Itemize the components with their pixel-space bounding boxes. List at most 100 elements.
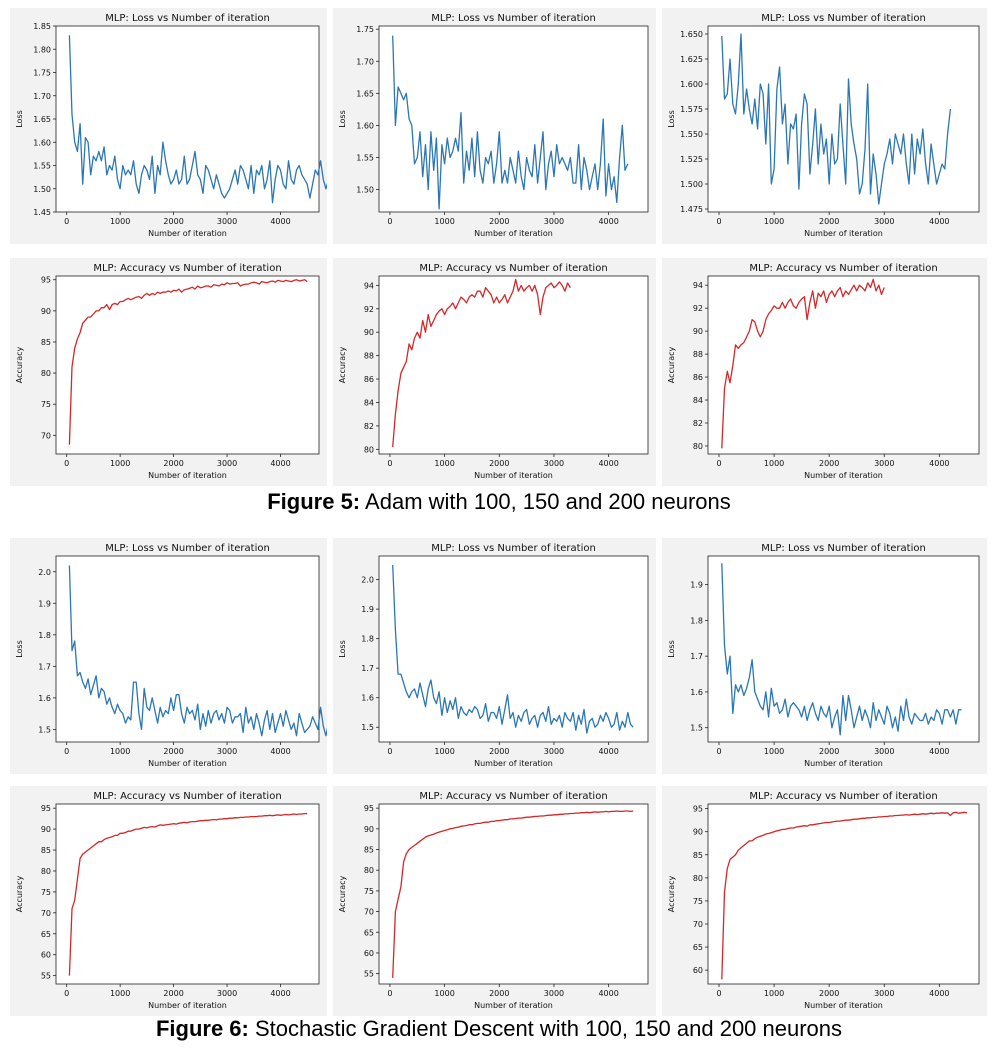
y-tick-label: 88 (364, 352, 374, 361)
y-tick-label: 1.75 (356, 25, 374, 34)
chart-title: MLP: Accuracy vs Number of iteration (419, 263, 607, 274)
y-tick-label: 80 (364, 866, 374, 875)
x-tick-label: 4000 (929, 989, 949, 998)
x-tick-label: 4000 (598, 459, 618, 468)
y-tick-label: 1.625 (680, 55, 703, 64)
x-tick-label: 0 (716, 459, 721, 468)
chart-panel: MLP: Accuracy vs Number of iteration 0 100… (662, 258, 987, 486)
chart-title: MLP: Accuracy vs Number of iteration (749, 791, 937, 802)
chart-title: MLP: Accuracy vs Number of iteration (419, 791, 607, 802)
y-tick-label: 75 (41, 888, 51, 897)
x-tick-label: 0 (387, 459, 392, 468)
y-tick-label: 2.0 (361, 576, 374, 585)
chart-title: MLP: Accuracy vs Number of iteration (93, 263, 281, 274)
accuracy-chart-adam-100: MLP: Accuracy vs Number of iteration 0 100… (15, 263, 320, 480)
x-tick-label: 0 (387, 217, 392, 226)
y-tick-label: 95 (693, 805, 703, 814)
y-tick-label: 1.650 (680, 30, 703, 39)
x-tick-label: 4000 (929, 217, 949, 226)
y-axis-label: Accuracy (15, 875, 24, 912)
y-tick-label: 90 (693, 828, 703, 837)
x-axis-label: Number of iteration (474, 229, 553, 238)
y-tick-label: 1.50 (33, 185, 51, 194)
y-tick-label: 1.500 (680, 180, 703, 189)
chart-title: MLP: Loss vs Number of iteration (431, 543, 596, 554)
x-tick-label: 2000 (163, 989, 183, 998)
x-tick-label: 1000 (110, 747, 130, 756)
y-tick-label: 80 (693, 442, 703, 451)
y-tick-label: 1.70 (356, 57, 374, 66)
figure-5-caption: Figure 5: Adam with 100, 150 and 200 neu… (0, 489, 998, 515)
series-line (68, 812, 308, 976)
x-tick-label: 4000 (270, 459, 290, 468)
y-tick-label: 85 (41, 338, 51, 347)
y-tick-label: 1.575 (680, 105, 703, 114)
y-tick-label: 84 (364, 398, 374, 407)
y-tick-label: 90 (41, 307, 51, 316)
y-tick-label: 75 (41, 400, 51, 409)
y-tick-label: 90 (364, 328, 374, 337)
y-tick-label: 1.5 (361, 723, 374, 732)
chart-panel: MLP: Loss vs Number of iteration 0 1000 200… (10, 8, 327, 244)
figure-5-text: Adam with 100, 150 and 200 neurons (365, 489, 731, 514)
y-axis-label: Loss (338, 110, 347, 128)
x-tick-label: 2000 (819, 747, 839, 756)
y-tick-label: 1.600 (680, 80, 703, 89)
loss-chart-sgd-150: MLP: Loss vs Number of iteration 0 1000 200… (338, 543, 649, 768)
x-tick-label: 3000 (874, 217, 894, 226)
y-tick-label: 1.5 (690, 724, 703, 733)
y-axis-label: Loss (338, 640, 347, 658)
y-tick-label: 1.7 (361, 664, 374, 673)
series-line (721, 563, 962, 736)
x-tick-label: 3000 (544, 459, 564, 468)
plot-area (707, 25, 980, 213)
x-tick-label: 1000 (764, 459, 784, 468)
y-tick-label: 65 (693, 943, 703, 952)
y-tick-label: 1.55 (33, 162, 51, 171)
x-axis-label: Number of iteration (804, 759, 883, 768)
y-tick-label: 2.0 (38, 568, 51, 577)
y-tick-label: 92 (693, 304, 703, 313)
x-tick-label: 0 (64, 989, 69, 998)
x-tick-label: 1000 (764, 747, 784, 756)
series-line (392, 35, 629, 210)
chart-title: MLP: Loss vs Number of iteration (431, 13, 596, 24)
y-tick-label: 88 (693, 350, 703, 359)
chart-title: MLP: Accuracy vs Number of iteration (93, 791, 281, 802)
y-axis-label: Accuracy (667, 875, 676, 912)
y-tick-label: 1.6 (38, 694, 51, 703)
y-tick-label: 1.65 (356, 89, 374, 98)
plot-area (378, 803, 649, 985)
plot-area (707, 275, 980, 455)
y-tick-label: 1.70 (33, 92, 51, 101)
plot-area (55, 803, 320, 985)
x-tick-label: 0 (716, 989, 721, 998)
y-tick-label: 70 (41, 909, 51, 918)
x-tick-label: 2000 (163, 217, 183, 226)
y-tick-label: 85 (41, 846, 51, 855)
x-axis-label: Number of iteration (474, 1001, 553, 1010)
x-axis-label: Number of iteration (804, 229, 883, 238)
x-tick-label: 3000 (874, 747, 894, 756)
x-tick-label: 2000 (819, 989, 839, 998)
loss-chart-adam-150: MLP: Loss vs Number of iteration 0 1000 200… (338, 13, 649, 238)
x-tick-label: 1000 (110, 459, 130, 468)
x-tick-label: 0 (387, 989, 392, 998)
chart-panel: MLP: Loss vs Number of iteration 0 1000 200… (333, 8, 656, 244)
series-line (392, 278, 571, 448)
x-tick-label: 3000 (217, 459, 237, 468)
accuracy-chart-adam-150: MLP: Accuracy vs Number of iteration 0 100… (338, 263, 649, 480)
y-tick-label: 95 (364, 804, 374, 813)
y-tick-label: 82 (364, 422, 374, 431)
x-tick-label: 4000 (598, 989, 618, 998)
y-tick-label: 1.7 (690, 652, 703, 661)
accuracy-chart-sgd-150: MLP: Accuracy vs Number of iteration 0 100… (338, 791, 649, 1010)
x-tick-label: 3000 (217, 217, 237, 226)
y-axis-label: Accuracy (15, 346, 24, 383)
y-tick-label: 1.9 (361, 605, 374, 614)
y-tick-label: 1.85 (33, 22, 51, 31)
y-tick-label: 90 (364, 825, 374, 834)
y-tick-label: 55 (364, 970, 374, 979)
y-tick-label: 1.550 (680, 130, 703, 139)
chart-panel: MLP: Accuracy vs Number of iteration 0 100… (10, 786, 327, 1016)
